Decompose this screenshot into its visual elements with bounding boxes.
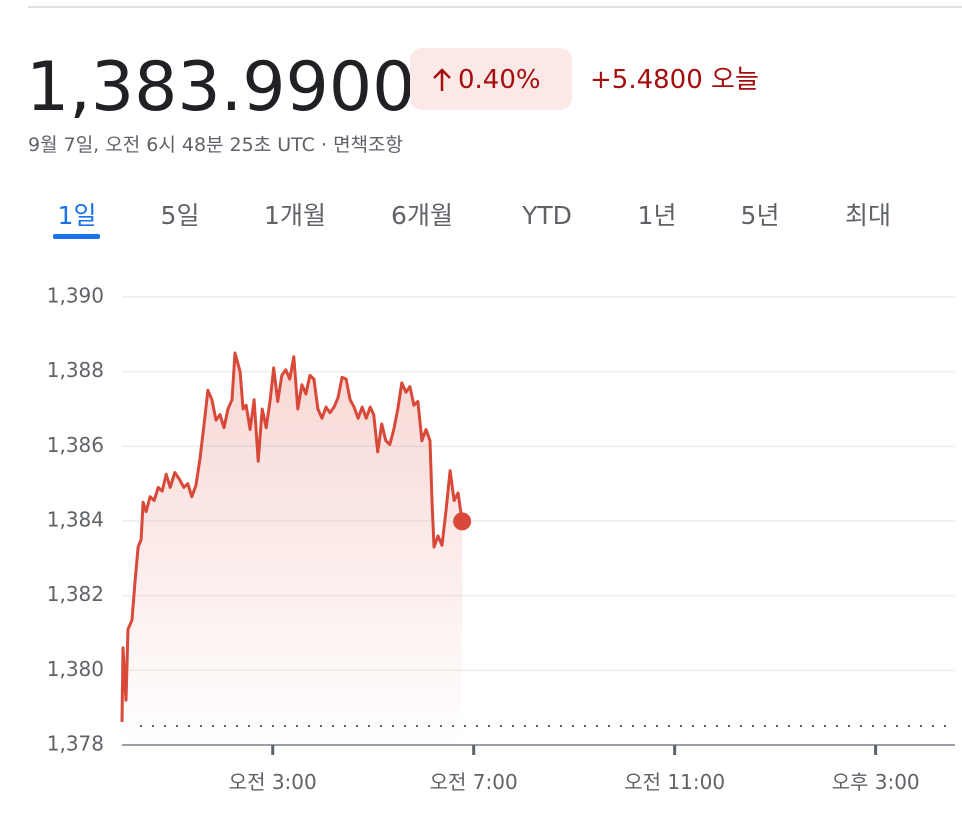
timestamp: 9월 7일, 오전 6시 48분 25초 UTC · 면책조항 xyxy=(28,134,403,156)
y-tick-label: 1,384 xyxy=(47,508,104,532)
area xyxy=(122,353,463,745)
period: 오늘 xyxy=(711,65,759,95)
tab[interactable]: 최대 xyxy=(845,201,891,230)
tab[interactable]: 6개월 xyxy=(391,201,453,230)
change: +5.4800 오늘 xyxy=(590,65,759,95)
timestamp-text: 9월 7일, 오전 6시 48분 25초 UTC · xyxy=(28,134,327,156)
x-tick-label: 오후 3:00 xyxy=(832,770,920,794)
tab-underline xyxy=(53,234,100,239)
x-tick-label: 오전 11:00 xyxy=(624,770,725,794)
y-tick-label: 1,390 xyxy=(47,284,104,308)
y-tick-label: 1,382 xyxy=(47,582,104,606)
chart: 1,378 1,380 1,382 1,384 1,386 1,388 1,390 오전 3:… xyxy=(47,284,955,794)
price: 1,383.9900 xyxy=(26,48,415,127)
y-tick-label: 1,388 xyxy=(47,358,104,382)
change-value: +5.4800 xyxy=(590,65,703,95)
disclaimer[interactable]: 면책조항 xyxy=(333,134,403,156)
change-percent: 0.40% xyxy=(458,65,541,95)
tab[interactable]: 5년 xyxy=(741,201,780,230)
y-tick-label: 1,378 xyxy=(47,732,104,756)
tabs: 1일 5일 1개월 6개월 YTD 1년 5년 최대 xyxy=(58,201,891,230)
last-point xyxy=(453,512,472,531)
up-arrow xyxy=(433,68,451,91)
tab[interactable]: YTD xyxy=(521,201,572,230)
tab[interactable]: 5일 xyxy=(161,201,200,230)
tab[interactable]: 1일 xyxy=(58,201,97,230)
x-tick-label: 오전 7:00 xyxy=(430,770,518,794)
tab[interactable]: 1개월 xyxy=(264,201,326,230)
y-tick-label: 1,386 xyxy=(47,433,104,457)
x-tick-label: 오전 3:00 xyxy=(229,770,317,794)
y-tick-label: 1,380 xyxy=(47,657,104,681)
change-pill xyxy=(410,48,572,110)
tab[interactable]: 1년 xyxy=(638,201,677,230)
price-line xyxy=(120,351,464,722)
